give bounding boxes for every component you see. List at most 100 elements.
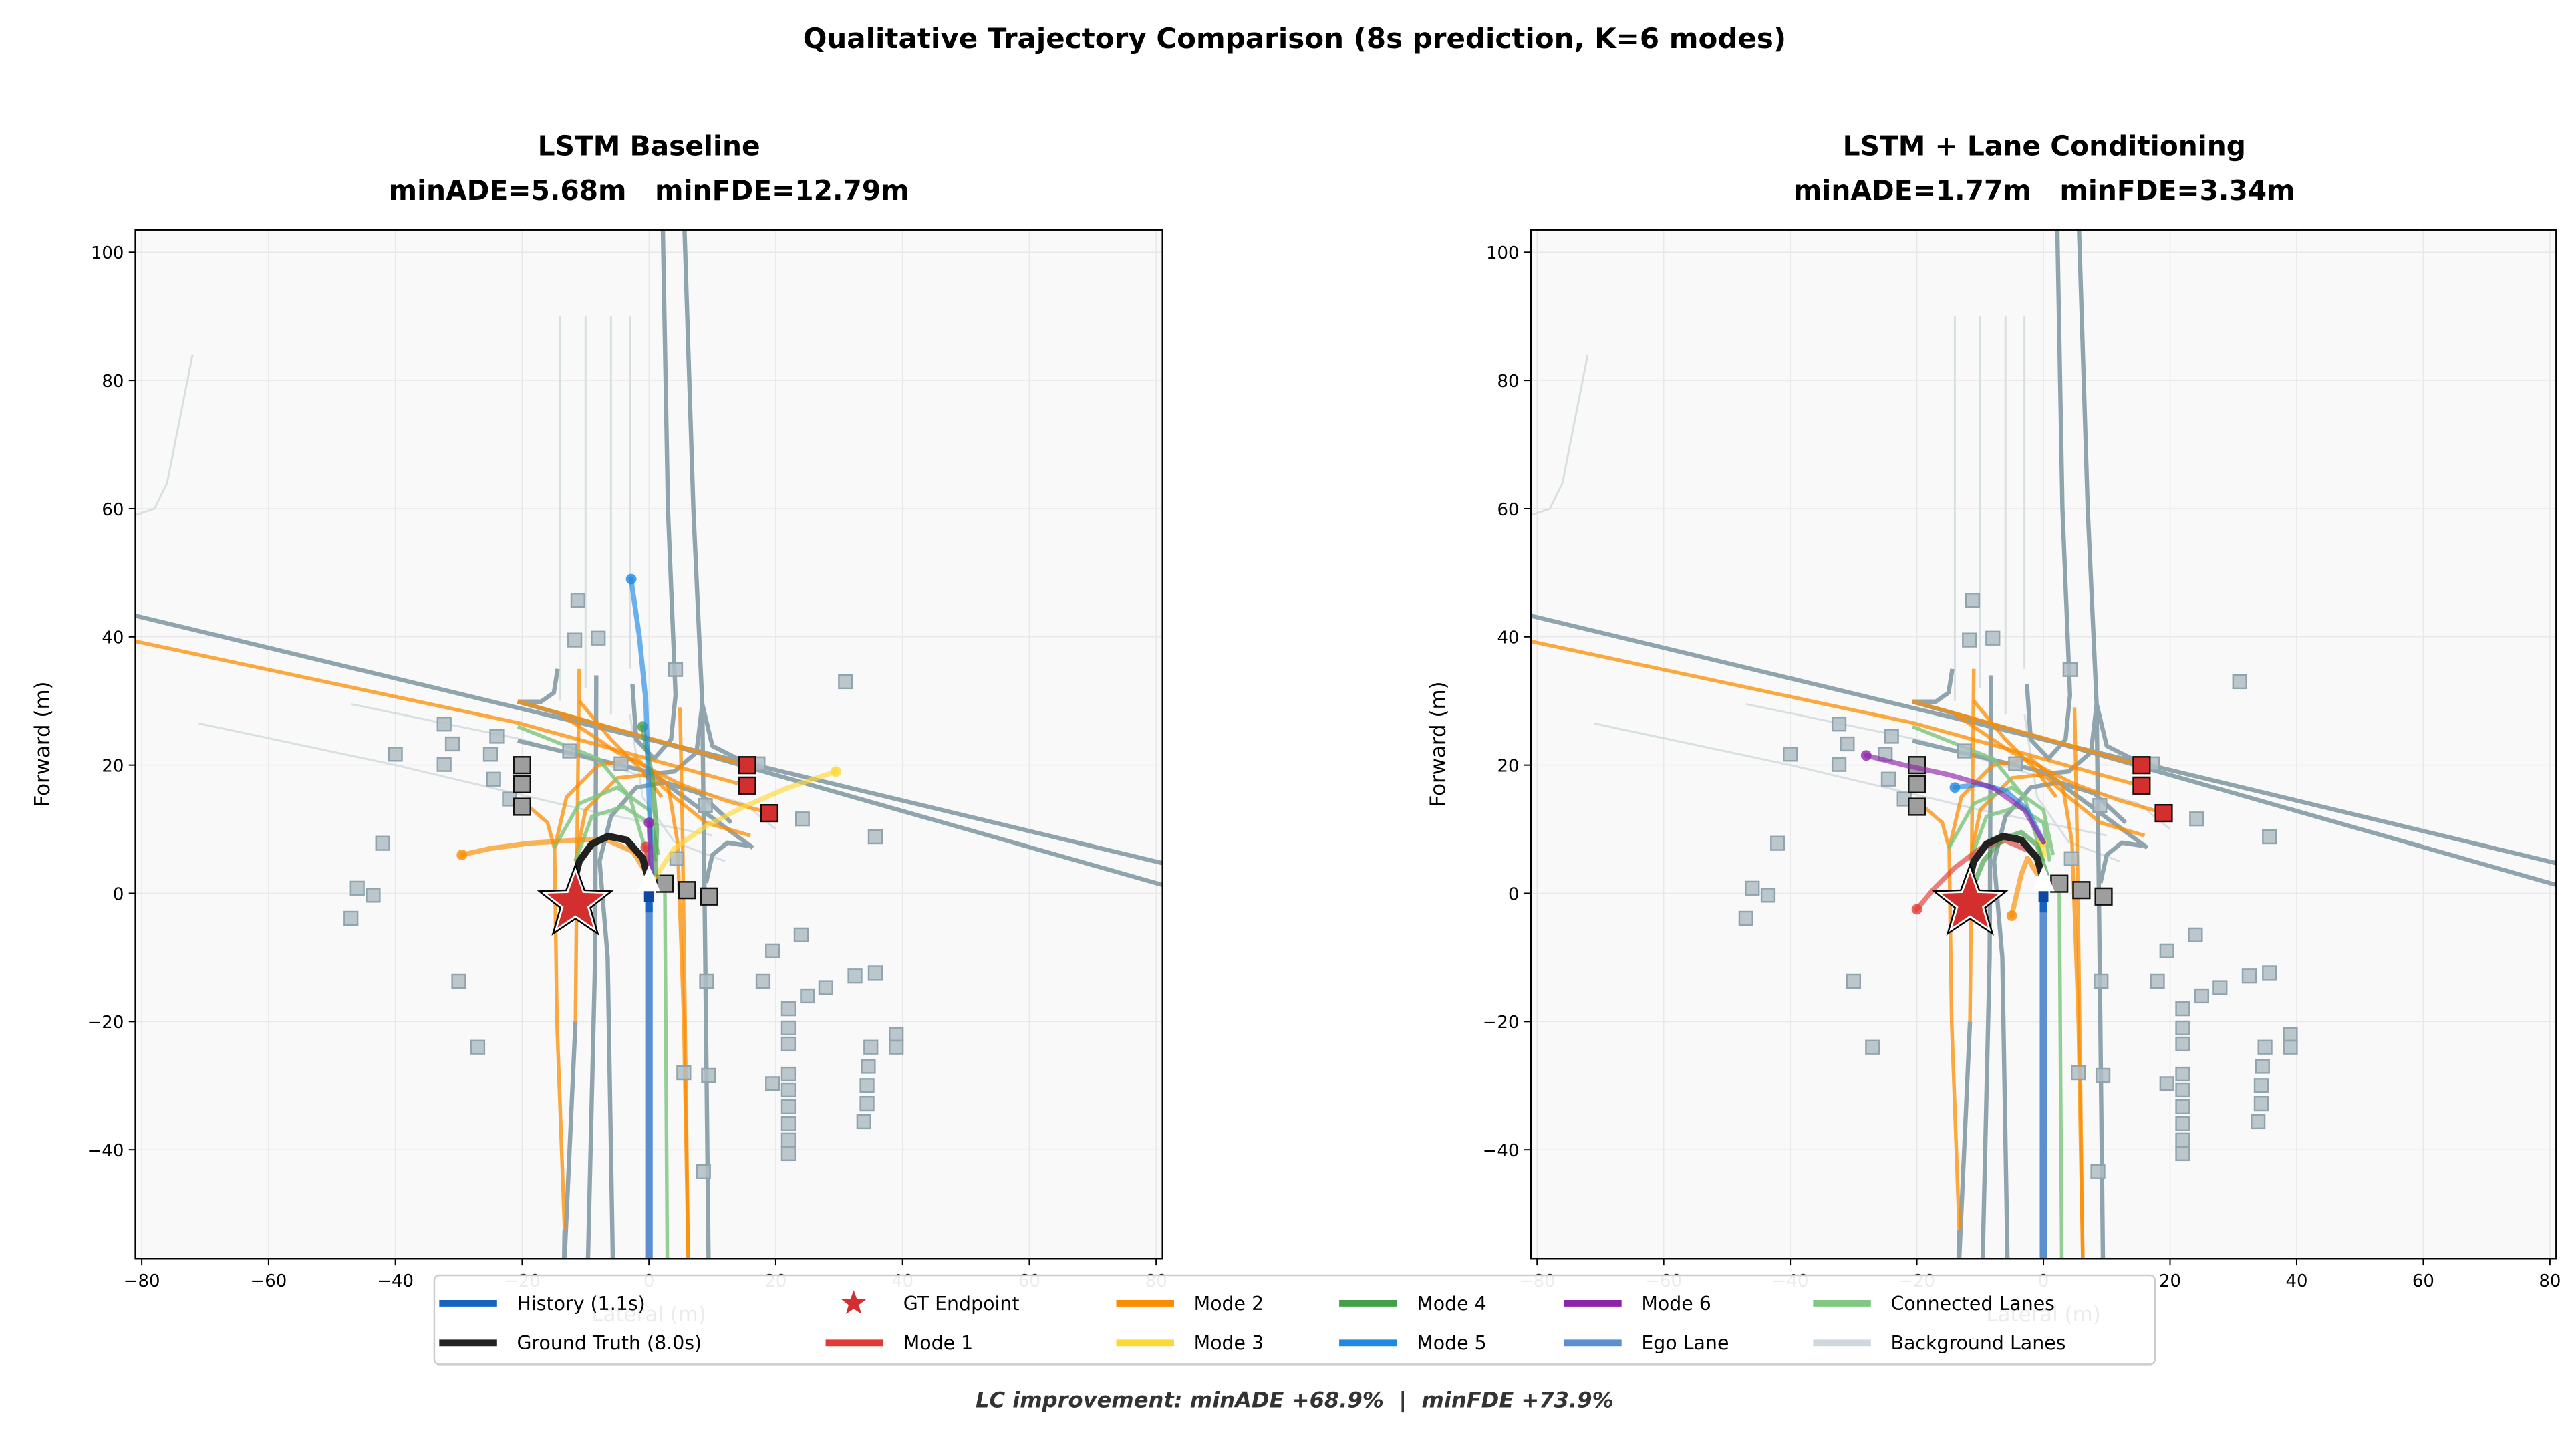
y-tick-label: 0 xyxy=(1508,884,1520,904)
connected-lane xyxy=(1947,785,2055,856)
static-object xyxy=(366,888,381,903)
static-object xyxy=(444,736,460,752)
candidate-lane xyxy=(573,668,581,1022)
static-object xyxy=(2175,1132,2190,1148)
mode-1-endpoint xyxy=(1911,904,1922,915)
static-object xyxy=(2094,973,2109,989)
candidate-lane xyxy=(2072,707,2085,1259)
agent-box xyxy=(678,881,696,900)
y-tick-label: 100 xyxy=(91,243,124,263)
agent-box xyxy=(700,887,718,906)
map-lane xyxy=(704,840,749,884)
mode-2-trajectory xyxy=(2006,856,2040,921)
y-axis-label: Forward (m) xyxy=(1426,681,1450,807)
mode-6-endpoint xyxy=(1860,750,1872,761)
figure-title: Qualitative Trajectory Comparison (8s pr… xyxy=(803,22,1786,55)
panel-title: LSTM + Lane Conditioning xyxy=(1843,130,2246,162)
map-lane xyxy=(1912,668,1955,704)
legend-entry: Mode 6 xyxy=(1564,1293,1711,1315)
static-object xyxy=(1770,835,1785,851)
static-object xyxy=(2159,943,2174,958)
static-object xyxy=(436,717,452,732)
static-object xyxy=(2253,1078,2269,1093)
agent-box xyxy=(656,874,674,893)
static-object xyxy=(2189,811,2204,827)
static-object xyxy=(780,1001,797,1017)
static-object xyxy=(2212,980,2228,995)
map-lane xyxy=(700,703,752,767)
static-object xyxy=(451,973,466,989)
mode-2-endpoint xyxy=(2006,910,2017,921)
y-tick-label: 20 xyxy=(1497,757,1519,777)
static-object xyxy=(780,1066,797,1082)
panel-lstm-lane-conditioning: LSTM + Lane Conditioning minADE=1.77m mi… xyxy=(1426,130,2561,1327)
static-object xyxy=(1831,757,1847,772)
static-object xyxy=(2150,973,2165,989)
static-object xyxy=(696,1164,711,1179)
static-object xyxy=(2092,797,2108,813)
mode-2-line xyxy=(2009,856,2040,918)
key-agent-box xyxy=(2132,756,2151,775)
agent-box xyxy=(513,797,531,816)
legend-entry: Ground Truth (8.0s) xyxy=(439,1332,702,1354)
y-tick-label: 80 xyxy=(102,372,124,392)
static-object xyxy=(2090,1164,2106,1179)
y-tick-label: 40 xyxy=(1497,628,1519,648)
y-tick-label: 20 xyxy=(102,757,124,777)
legend-entry: Background Lanes xyxy=(1813,1332,2065,1354)
static-object xyxy=(2095,1067,2111,1083)
static-object xyxy=(2255,1059,2270,1074)
legend-star-icon xyxy=(841,1290,867,1315)
static-object xyxy=(436,757,452,772)
y-tick-label: 60 xyxy=(102,500,124,520)
legend-label: Ego Lane xyxy=(1641,1332,1729,1354)
candidate-lane xyxy=(1912,700,2142,767)
mode-6-trajectory xyxy=(643,817,655,877)
static-object xyxy=(1738,910,1753,926)
static-object xyxy=(2283,1039,2298,1055)
mode-5-endpoint xyxy=(1949,782,1961,793)
map-lane xyxy=(2094,703,2146,767)
static-object xyxy=(698,797,713,813)
static-object xyxy=(701,1067,716,1083)
static-object xyxy=(1760,888,1776,903)
agent-box xyxy=(1908,797,1926,816)
static-object xyxy=(613,756,629,771)
mode-3-trajectory xyxy=(652,766,841,880)
y-tick-label: 60 xyxy=(1497,500,1519,520)
legend: History (1.1s) Ground Truth (8.0s) GT Endp… xyxy=(433,1274,2156,1366)
static-object xyxy=(1865,1039,1880,1055)
static-object xyxy=(780,1036,797,1052)
mode-6-line xyxy=(1864,753,2046,845)
static-object xyxy=(470,1039,486,1055)
legend-entry: Connected Lanes xyxy=(1813,1293,2055,1315)
static-object xyxy=(489,729,505,744)
static-object xyxy=(2175,1146,2190,1162)
ego-current-position xyxy=(2038,888,2049,902)
legend-label: Ground Truth (8.0s) xyxy=(517,1332,702,1354)
static-object xyxy=(2262,829,2277,845)
y-tick-label: 40 xyxy=(102,628,124,648)
agent-box xyxy=(513,756,531,775)
static-object xyxy=(1965,593,1981,608)
legend-label: Mode 5 xyxy=(1417,1332,1487,1354)
static-object xyxy=(867,965,883,981)
x-tick-label: 80 xyxy=(2539,1271,2561,1291)
static-object xyxy=(780,1116,797,1131)
static-object xyxy=(1745,880,1760,896)
mode-1-trajectory xyxy=(1911,838,2033,915)
legend-label: Mode 4 xyxy=(1417,1293,1487,1315)
y-tick-label: 0 xyxy=(113,884,124,904)
legend-label: GT Endpoint xyxy=(903,1293,1020,1315)
static-object xyxy=(2257,1039,2273,1055)
map-lane xyxy=(517,668,560,704)
static-object xyxy=(755,973,771,989)
legend-entry: Mode 2 xyxy=(1116,1293,1264,1315)
static-object xyxy=(562,743,577,759)
static-object xyxy=(780,1146,797,1162)
key-agent-box xyxy=(2154,804,2173,823)
legend-entry: History (1.1s) xyxy=(439,1293,646,1315)
static-object xyxy=(1985,630,2001,646)
legend-entry: Mode 3 xyxy=(1116,1332,1264,1354)
candidate-lane xyxy=(1968,773,2146,862)
